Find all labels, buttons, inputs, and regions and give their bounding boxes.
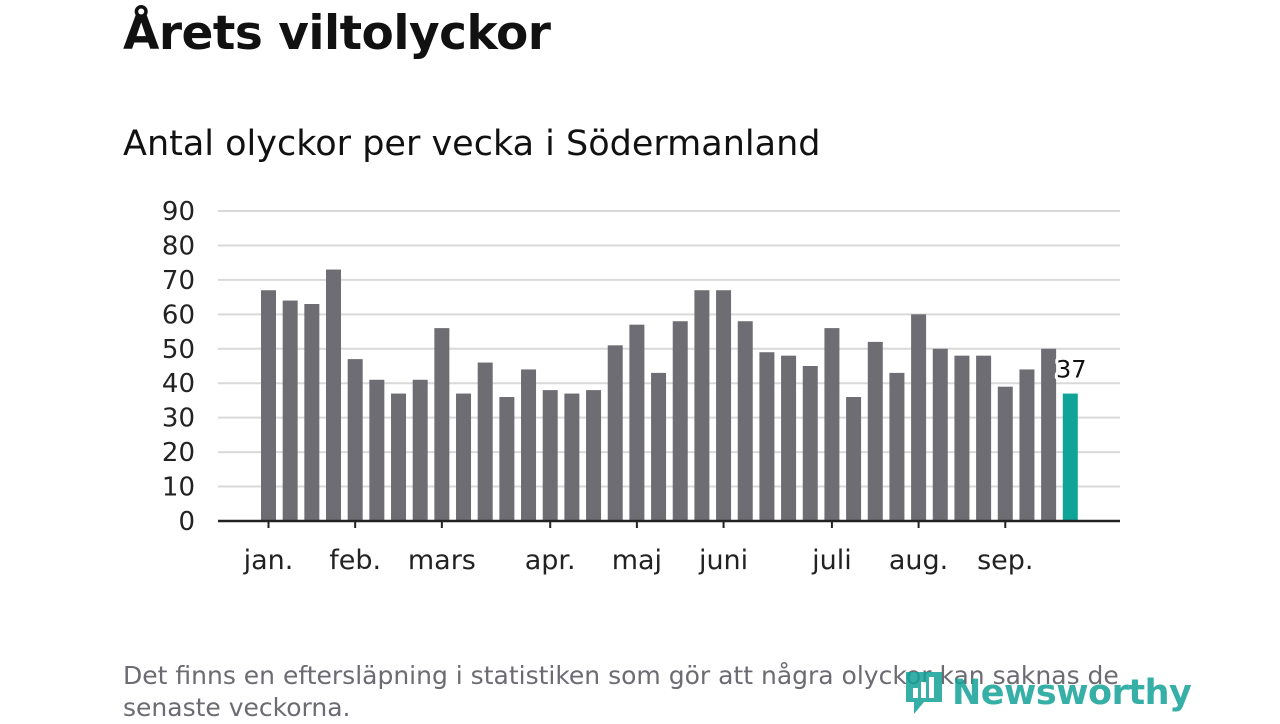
- x-axis-month-labels: jan. feb. mars apr. maj juni juli aug. sep.: [243, 545, 1034, 576]
- bar-highlight: [1062, 393, 1078, 521]
- x-tick-label: jan.: [243, 545, 294, 576]
- y-tick-label: 90: [162, 197, 195, 227]
- y-tick-label: 10: [162, 473, 195, 503]
- bar: [326, 269, 342, 521]
- y-tick-label: 50: [162, 335, 195, 365]
- bar: [781, 355, 797, 521]
- y-tick-label: 0: [178, 507, 195, 537]
- bar: [304, 304, 320, 521]
- bar: [867, 341, 883, 521]
- bar: [412, 379, 428, 521]
- bar: [932, 348, 948, 521]
- bar: [1019, 369, 1035, 521]
- x-tick-label: juli: [811, 545, 852, 576]
- gridlines: [218, 210, 1120, 488]
- bar: [499, 397, 515, 521]
- newsworthy-logo-icon: [906, 672, 942, 714]
- y-tick-label: 20: [162, 438, 195, 468]
- bar: [347, 359, 363, 521]
- bar: [802, 366, 818, 521]
- bar: [889, 372, 905, 521]
- bars: [261, 269, 1078, 521]
- data-label: 37: [1056, 356, 1087, 384]
- bar: [607, 345, 623, 521]
- y-tick-label: 70: [162, 266, 195, 296]
- bar: [261, 290, 276, 521]
- bar: [954, 355, 970, 521]
- bar: [1041, 348, 1057, 521]
- bar: [282, 300, 298, 521]
- bar: [521, 369, 537, 521]
- bar: [542, 390, 558, 521]
- x-tick-label: aug.: [889, 545, 948, 576]
- bar: [997, 386, 1013, 521]
- footnote: Det finns en eftersläpning i statistiken…: [123, 661, 1119, 722]
- chart-title: Årets viltolyckor: [123, 6, 551, 61]
- bar: [651, 372, 667, 521]
- bar: [737, 321, 753, 521]
- bar: [434, 328, 450, 521]
- bar: [672, 321, 688, 521]
- bar: [716, 290, 732, 521]
- bar: [586, 390, 602, 521]
- x-tick-label: apr.: [525, 545, 576, 576]
- data-label-halo: 37: [1056, 356, 1087, 384]
- y-tick-label: 60: [162, 300, 195, 330]
- bar: [824, 328, 840, 521]
- brand-name: Newsworthy: [952, 673, 1192, 713]
- bar: [759, 352, 775, 521]
- bar: [456, 393, 472, 521]
- y-axis-ticks: 0 10 20 30 40 50 60 70 80 90: [162, 197, 195, 537]
- bar: [629, 324, 645, 521]
- bar: [846, 397, 862, 521]
- bar: [369, 379, 385, 521]
- bar: [477, 362, 493, 521]
- bar: [564, 393, 580, 521]
- x-axis: [218, 519, 1120, 528]
- x-tick-label: sep.: [977, 545, 1033, 576]
- chart-subtitle: Antal olyckor per vecka i Södermanland: [123, 124, 821, 164]
- x-tick-label: mars: [408, 545, 476, 576]
- x-tick-label: juni: [698, 545, 748, 576]
- bar: [694, 290, 710, 521]
- y-tick-label: 30: [162, 404, 195, 434]
- bar: [391, 393, 407, 521]
- brand-logo[interactable]: Newsworthy: [902, 668, 1192, 718]
- x-tick-label: maj: [612, 545, 662, 576]
- bar: [976, 355, 992, 521]
- y-tick-label: 80: [162, 231, 195, 261]
- y-tick-label: 40: [162, 369, 195, 399]
- x-tick-label: feb.: [329, 545, 381, 576]
- bar: [911, 314, 927, 521]
